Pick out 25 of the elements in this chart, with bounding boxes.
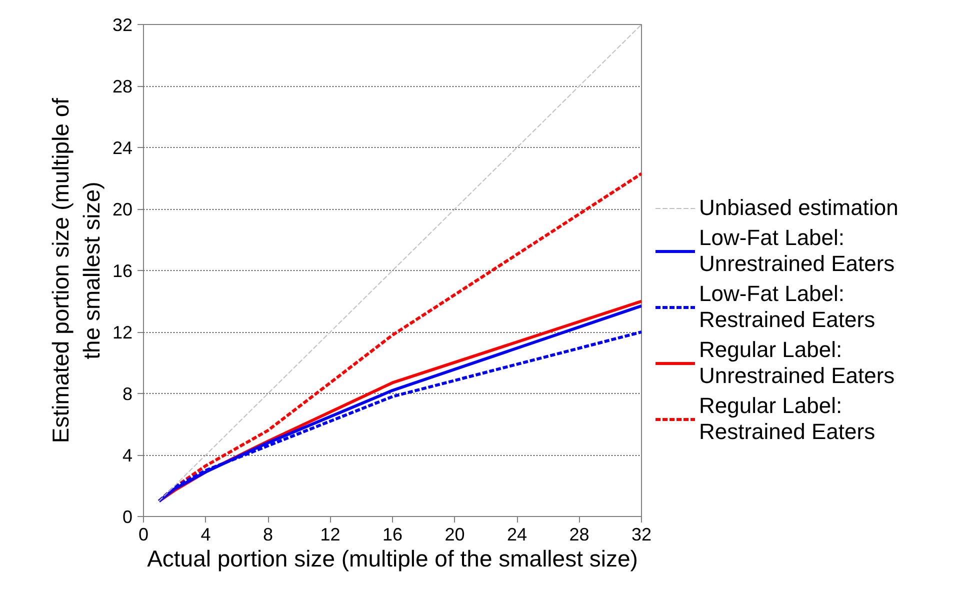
x-tick-label: 0 [138,524,149,544]
y-tick-label: 28 [112,76,133,96]
legend-label: Low-Fat Label: Unrestrained Eaters [699,225,895,277]
x-tick-label: 32 [631,524,652,544]
x-tick-label: 16 [382,524,403,544]
x-tick-label: 24 [506,524,528,544]
x-tick-label: 4 [200,524,211,544]
x-tick-label: 20 [444,524,465,544]
legend-label: Unbiased estimation [699,195,898,221]
y-axis-title: Estimated portion size (multiple of the smallest size) [47,97,104,444]
y-tick-label: 20 [112,200,133,220]
x-tick-label: 12 [320,524,340,544]
x-tick-label: 28 [569,524,590,544]
x-axis-title: Actual portion size (multiple of the smallest size) [147,546,638,572]
y-tick-label: 12 [112,322,133,342]
y-tick-label: 8 [122,384,133,404]
legend-label: Regular Label: Restrained Eaters [699,393,876,445]
y-tick-label: 0 [122,507,133,527]
y-tick-label: 4 [122,446,133,466]
y-tick-label: 16 [112,261,133,281]
x-tick-label: 8 [262,524,274,544]
y-tick-label: 24 [112,138,133,158]
legend-label: Low-Fat Label: Restrained Eaters [699,281,876,333]
legend-label: Regular Label: Unrestrained Eaters [699,337,895,389]
y-tick-label: 32 [112,15,133,35]
